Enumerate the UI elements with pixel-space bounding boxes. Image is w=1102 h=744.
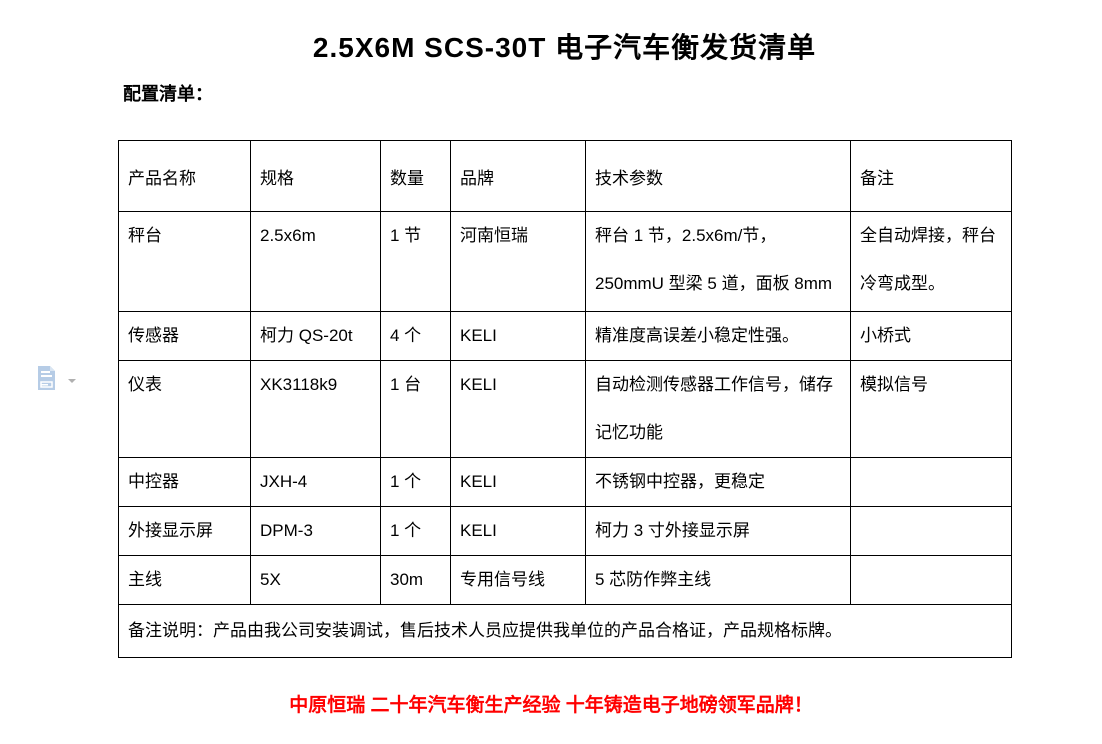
chevron-down-icon bbox=[68, 379, 76, 383]
column-header-tech: 技术参数 bbox=[585, 140, 851, 212]
table-cell bbox=[850, 555, 1012, 605]
table-cell: 2.5x6m bbox=[250, 211, 381, 312]
table-row-external-display: 外接显示屏 DPM-3 1 个 KELI 柯力 3 寸外接显示屏 bbox=[118, 506, 1012, 556]
table-cell: DPM-3 bbox=[250, 506, 381, 556]
table-cell: KELI bbox=[450, 506, 586, 556]
table-header-row: 产品名称 规格 数量 品牌 技术参数 备注 bbox=[118, 140, 1012, 212]
table-cell: 5 芯防作弊主线 bbox=[585, 555, 851, 605]
brand-slogan: 中原恒瑞 二十年汽车衡生产经验 十年铸造电子地磅领军品牌！ bbox=[289, 695, 813, 716]
table-cell: 仪表 bbox=[118, 360, 251, 458]
margin-widget[interactable] bbox=[30, 362, 78, 394]
table-cell: 不锈钢中控器，更稳定 bbox=[585, 457, 851, 507]
table-cell: KELI bbox=[450, 360, 586, 458]
table-cell: 1 节 bbox=[380, 211, 451, 312]
table-cell: 主线 bbox=[118, 555, 251, 605]
table-cell: 小桥式 bbox=[850, 311, 1012, 361]
table-cell: 柯力 QS-20t bbox=[250, 311, 381, 361]
table-cell bbox=[850, 457, 1012, 507]
table-cell bbox=[850, 506, 1012, 556]
column-header-qty: 数量 bbox=[380, 140, 451, 212]
table-cell: KELI bbox=[450, 457, 586, 507]
table-cell: 传感器 bbox=[118, 311, 251, 361]
table-row-platform: 秤台 2.5x6m 1 节 河南恒瑞 秤台 1 节，2.5x6m/节，250mm… bbox=[118, 211, 1012, 312]
table-cell: 河南恒瑞 bbox=[450, 211, 586, 312]
table-cell: 4 个 bbox=[380, 311, 451, 361]
column-header-note: 备注 bbox=[850, 140, 1012, 212]
table-cell: JXH-4 bbox=[250, 457, 381, 507]
table-cell: 专用信号线 bbox=[450, 555, 586, 605]
table-cell: 模拟信号 bbox=[850, 360, 1012, 458]
table-cell: 30m bbox=[380, 555, 451, 605]
table-cell: 1 台 bbox=[380, 360, 451, 458]
table-row-junction-box: 中控器 JXH-4 1 个 KELI 不锈钢中控器，更稳定 bbox=[118, 457, 1012, 507]
document-icon bbox=[38, 366, 55, 390]
shipping-list-table: 产品名称 规格 数量 品牌 技术参数 备注 秤台 2.5x6m 1 节 河南恒瑞… bbox=[118, 140, 1012, 658]
table-cell: 精准度高误差小稳定性强。 bbox=[585, 311, 851, 361]
table-cell: 秤台 bbox=[118, 211, 251, 312]
column-header-brand: 品牌 bbox=[450, 140, 586, 212]
table-footnote-row: 备注说明：产品由我公司安装调试，售后技术人员应提供我单位的产品合格证，产品规格标… bbox=[118, 604, 1012, 658]
table-cell: 全自动焊接，秤台冷弯成型。 bbox=[850, 211, 1012, 312]
table-cell: 1 个 bbox=[380, 457, 451, 507]
doc-subtitle: 配置清单： bbox=[123, 84, 213, 104]
table-footnote: 备注说明：产品由我公司安装调试，售后技术人员应提供我单位的产品合格证，产品规格标… bbox=[118, 604, 1012, 658]
table-cell: 外接显示屏 bbox=[118, 506, 251, 556]
table-cell: 中控器 bbox=[118, 457, 251, 507]
table-cell: 自动检测传感器工作信号，储存记忆功能 bbox=[585, 360, 851, 458]
table-cell: 1 个 bbox=[380, 506, 451, 556]
table-row-indicator: 仪表 XK3118k9 1 台 KELI 自动检测传感器工作信号，储存记忆功能 … bbox=[118, 360, 1012, 458]
table-row-main-cable: 主线 5X 30m 专用信号线 5 芯防作弊主线 bbox=[118, 555, 1012, 605]
table-cell: 柯力 3 寸外接显示屏 bbox=[585, 506, 851, 556]
table-cell: 5X bbox=[250, 555, 381, 605]
column-header-product: 产品名称 bbox=[118, 140, 251, 212]
page-title: 2.5X6M SCS-30T 电子汽车衡发货清单 bbox=[312, 32, 817, 63]
table-cell: 秤台 1 节，2.5x6m/节，250mmU 型梁 5 道，面板 8mm bbox=[585, 211, 851, 312]
table-cell: KELI bbox=[450, 311, 586, 361]
column-header-spec: 规格 bbox=[250, 140, 381, 212]
table-cell: XK3118k9 bbox=[250, 360, 381, 458]
table-row-sensor: 传感器 柯力 QS-20t 4 个 KELI 精准度高误差小稳定性强。 小桥式 bbox=[118, 311, 1012, 361]
